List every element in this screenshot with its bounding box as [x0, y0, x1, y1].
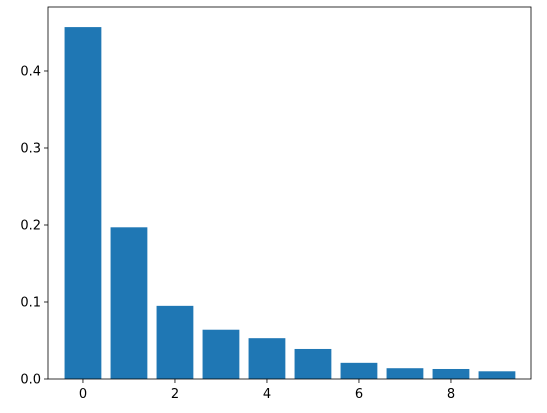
bar	[386, 368, 424, 379]
bar	[294, 348, 332, 379]
bar	[340, 362, 378, 379]
axes-frame	[47, 6, 532, 380]
y-tick-label: 0.4	[20, 64, 41, 79]
x-tick-label: 0	[79, 387, 87, 402]
x-tick-label: 4	[263, 387, 271, 402]
bar	[248, 338, 286, 379]
y-tick-label: 0.0	[20, 373, 41, 388]
bar	[202, 329, 240, 379]
bar	[478, 371, 516, 379]
x-tick-label: 2	[171, 387, 179, 402]
bar	[110, 227, 148, 379]
y-tick-label: 0.2	[20, 218, 41, 233]
bar	[64, 27, 102, 379]
bar	[432, 368, 470, 379]
bar	[156, 305, 194, 379]
x-tick-label: 6	[355, 387, 363, 402]
y-tick-label: 0.3	[20, 141, 41, 156]
x-tick-label: 8	[447, 387, 455, 402]
y-tick-label: 0.1	[20, 295, 41, 310]
